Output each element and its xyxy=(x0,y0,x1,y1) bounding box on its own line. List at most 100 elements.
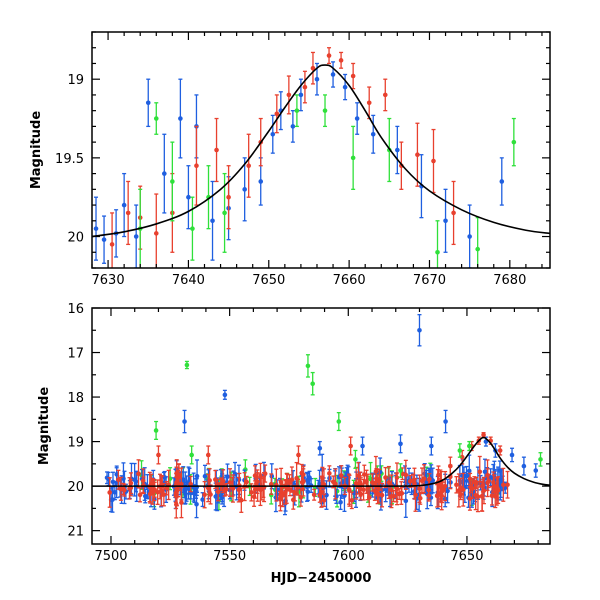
bottom-y-tick-label: 19 xyxy=(67,436,84,451)
bottom-noise-point-red xyxy=(347,474,352,507)
bottom-noise-point-red xyxy=(188,475,194,493)
top-series-1-point xyxy=(415,122,420,187)
top-series-2-point xyxy=(511,117,517,167)
top-series-0-point xyxy=(290,110,296,143)
top-series-0-point xyxy=(133,204,139,268)
top-series-2-point xyxy=(170,141,175,222)
top-series-1-point xyxy=(153,193,159,268)
bottom-noise-point-red xyxy=(426,489,432,502)
bottom-noise-point-red xyxy=(495,476,501,505)
bottom-noise-point-red xyxy=(379,482,385,508)
bottom-noise-point-red xyxy=(486,473,492,489)
bottom-y-axis-label: Magnitude xyxy=(37,387,52,466)
bottom-noise-point-red xyxy=(141,476,146,495)
top-series-1-point xyxy=(286,75,292,115)
bottom-noise-point-red xyxy=(472,476,477,489)
bottom-noise-point-red xyxy=(327,465,332,482)
bottom-noise-point-red xyxy=(491,474,497,498)
bottom-noise-point-red xyxy=(207,468,212,493)
bottom-axis-ticks: 7500 7550 7600 7650 16 17 18 19 20 21 xyxy=(67,302,550,564)
top-series-2-point xyxy=(435,220,440,268)
top-x-tick-label: 7670 xyxy=(413,273,446,288)
bottom-data-points xyxy=(104,314,543,519)
bottom-noise-point-red xyxy=(255,472,260,502)
top-series-1-point xyxy=(451,180,456,246)
top-series-0-point xyxy=(242,157,247,222)
bottom-noise-point-red xyxy=(251,486,257,507)
top-series-0-point xyxy=(121,172,127,238)
panel-top: 7630 7640 7650 7660 7670 7680 19 19.5 20 Magnitu… xyxy=(29,31,551,288)
top-series-0-point xyxy=(419,154,424,219)
top-y-tick-label: 19.5 xyxy=(55,152,84,167)
bottom-noise-point-red xyxy=(419,467,425,495)
bottom-series-1-point xyxy=(448,456,453,476)
top-series-1-point xyxy=(302,70,308,104)
bottom-series-0-point xyxy=(429,436,434,456)
bottom-noise-point-red xyxy=(479,481,485,512)
bottom-y-tick-label: 18 xyxy=(67,391,84,406)
top-series-2-point xyxy=(190,196,195,261)
bottom-noise-point-red xyxy=(501,467,506,502)
top-x-tick-label: 7660 xyxy=(333,273,366,288)
bottom-noise-point-red xyxy=(386,465,392,500)
top-series-1-point xyxy=(350,62,356,90)
bottom-series-2-point xyxy=(398,463,403,478)
bottom-series-0-point xyxy=(521,456,527,476)
bottom-noise-point-blue xyxy=(498,469,504,499)
bottom-y-tick-label: 20 xyxy=(67,480,84,495)
bottom-noise-point-blue xyxy=(110,486,115,513)
bottom-noise-point-red xyxy=(107,477,112,508)
bottom-noise-point-red xyxy=(362,464,367,485)
top-x-tick-label: 7680 xyxy=(493,273,526,288)
bottom-series-1-point xyxy=(205,445,211,465)
bottom-series-2-point xyxy=(457,443,463,458)
bottom-x-tick-label: 7500 xyxy=(94,549,127,564)
bottom-plot-frame xyxy=(91,307,551,545)
bottom-noise-point-red xyxy=(239,487,244,513)
bottom-noise-point-red xyxy=(173,476,179,510)
top-plot-frame xyxy=(91,31,551,269)
bottom-noise-point-red xyxy=(410,473,416,488)
bottom-series-0-point xyxy=(182,409,187,434)
bottom-noise-point-red xyxy=(311,488,317,501)
bottom-series-1-point xyxy=(436,465,441,485)
top-series-0-point xyxy=(499,157,505,206)
top-series-1-point xyxy=(226,165,231,230)
bottom-series-2-point xyxy=(305,354,311,378)
bottom-noise-point-red xyxy=(467,486,473,511)
bottom-noise-point-blue xyxy=(307,470,312,485)
bottom-noise-point-red xyxy=(413,477,418,512)
bottom-noise-point-red xyxy=(137,487,143,503)
top-series-1-point xyxy=(194,125,199,206)
bottom-noise-point-blue xyxy=(464,465,469,487)
bottom-series-0-point xyxy=(360,436,365,456)
top-series-0-point xyxy=(210,180,215,261)
top-series-0-point xyxy=(395,125,400,175)
bottom-y-tick-label: 17 xyxy=(67,347,84,362)
top-series-0-point xyxy=(370,114,376,154)
bottom-series-2-point xyxy=(336,411,342,432)
bottom-noise-point-red xyxy=(357,471,363,494)
bottom-x-axis-label: HJD−2450000 xyxy=(271,571,372,586)
bottom-series-1-point xyxy=(497,445,503,456)
bottom-series-0-point xyxy=(222,389,228,400)
bottom-noise-point-red xyxy=(284,472,290,504)
bottom-y-tick-label: 21 xyxy=(67,525,84,540)
top-y-axis-label: Magnitude xyxy=(29,111,44,190)
bottom-noise-point-red xyxy=(338,465,344,486)
top-series-0-point xyxy=(162,133,167,214)
top-axis-ticks: 7630 7640 7650 7660 7670 7680 19 19.5 20 xyxy=(55,31,550,288)
top-series-1-point xyxy=(326,47,332,65)
top-series-0-point xyxy=(443,188,448,253)
top-series-0-point xyxy=(354,102,360,135)
bottom-noise-point-red xyxy=(179,467,184,501)
bottom-y-tick-label: 16 xyxy=(67,302,84,317)
top-series-0-point xyxy=(342,73,348,101)
bottom-noise-point-red xyxy=(274,468,279,502)
bottom-series-2-point xyxy=(310,371,315,396)
bottom-series-1-point xyxy=(296,445,301,465)
bottom-x-tick-label: 7600 xyxy=(332,549,365,564)
bottom-noise-point-red xyxy=(454,475,459,494)
bottom-series-2-point xyxy=(184,360,190,370)
